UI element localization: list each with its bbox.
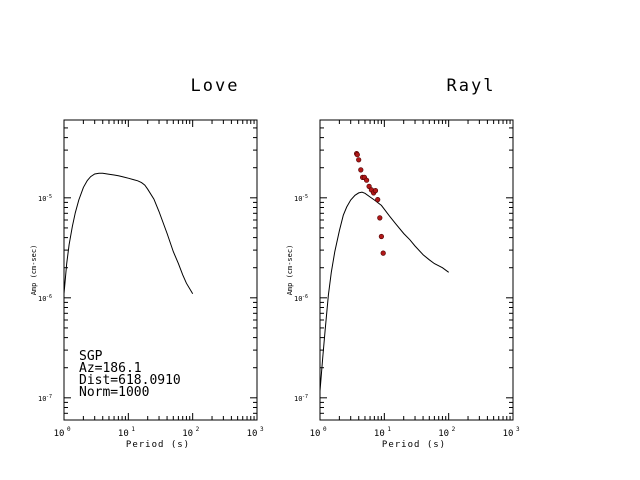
rayl-y-tick-label: 10 — [294, 295, 302, 303]
rayl-observed-point — [372, 188, 379, 194]
love-x-tick-label: 10 — [247, 429, 258, 439]
rayl-x-tick-label: 10 — [438, 429, 449, 439]
love-x-tick-exponent: 3 — [260, 426, 264, 433]
love-y-tick-exponent: -5 — [46, 194, 52, 200]
love-frame — [63, 119, 258, 421]
rayl-ticks — [319, 119, 514, 421]
rayl-x-axis-label: Period (s) — [382, 440, 446, 450]
rayl-title: Rayl — [447, 76, 496, 96]
rayl-series — [319, 151, 449, 392]
love-x-tick-label: 10 — [54, 429, 65, 439]
rayl-x-tick-label: 10 — [503, 429, 514, 439]
love-x-tick-exponent: 1 — [131, 426, 135, 433]
rayl-y-tick-exponent: -6 — [302, 294, 308, 300]
rayl-frame — [319, 119, 514, 421]
love-x-tick-label: 10 — [118, 429, 129, 439]
love-x-tick-labels: 10 0 10 1 10 2 10 3 — [54, 426, 264, 439]
rayl-y-axis-label: Amp (cm-sec) — [286, 245, 294, 296]
rayl-y-tick-labels: 10-710-610-5 — [294, 194, 308, 403]
rayl-panel: Rayl 10 0 10 1 10 2 10 3 10-710-610-5 Period (s… — [286, 76, 520, 450]
love-dispersion-curve — [63, 172, 194, 294]
love-y-tick-label: 10 — [38, 195, 46, 203]
annotation-azimuth: Az=186.1 — [79, 361, 142, 376]
annotation-station: SGP — [79, 349, 103, 364]
love-y-tick-exponent: -6 — [46, 294, 52, 300]
love-y-axis-label: Amp (cm-sec) — [30, 245, 38, 296]
rayl-observed-point — [364, 177, 370, 183]
rayl-y-tick-label: 10 — [294, 395, 302, 403]
rayl-observed-point — [378, 233, 385, 240]
rayl-x-tick-exponent: 1 — [387, 426, 391, 433]
rayl-y-tick-label: 10 — [294, 195, 302, 203]
love-y-tick-exponent: -7 — [46, 394, 52, 400]
love-series — [63, 172, 194, 294]
rayl-observed-point — [375, 197, 381, 203]
rayl-x-tick-exponent: 0 — [323, 426, 327, 433]
love-x-tick-label: 10 — [182, 429, 193, 439]
rayl-observed-point — [377, 215, 383, 221]
rayl-x-tick-label: 10 — [310, 429, 321, 439]
rayl-observed-point — [358, 167, 364, 173]
love-x-tick-exponent: 0 — [67, 426, 71, 433]
love-y-tick-labels: 10-710-610-5 — [38, 194, 52, 403]
rayl-y-tick-exponent: -7 — [302, 394, 308, 400]
love-title: Love — [191, 76, 240, 96]
love-ticks — [63, 119, 258, 421]
rayl-dispersion-curve — [319, 191, 449, 392]
rayl-y-tick-exponent: -5 — [302, 194, 308, 200]
rayl-observed-point — [354, 152, 360, 158]
love-x-tick-exponent: 2 — [196, 426, 200, 433]
rayl-observed-point — [380, 250, 386, 256]
rayl-x-tick-exponent: 3 — [516, 426, 520, 433]
annotation-norm: Norm=1000 — [79, 385, 149, 400]
annotation-distance: Dist=618.0910 — [79, 373, 181, 388]
rayl-observed-point — [356, 157, 362, 163]
rayl-x-tick-label: 10 — [374, 429, 385, 439]
love-annotation: SGP Az=186.1 Dist=618.0910 Norm=1000 — [79, 349, 181, 400]
love-y-tick-label: 10 — [38, 295, 46, 303]
love-y-tick-label: 10 — [38, 395, 46, 403]
rayl-x-tick-exponent: 2 — [452, 426, 456, 433]
rayl-x-tick-labels: 10 0 10 1 10 2 10 3 — [310, 426, 520, 439]
love-x-axis-label: Period (s) — [126, 440, 190, 450]
love-panel: Love 10 0 10 1 10 2 10 3 10-710-610-5 Period (s… — [30, 76, 264, 450]
